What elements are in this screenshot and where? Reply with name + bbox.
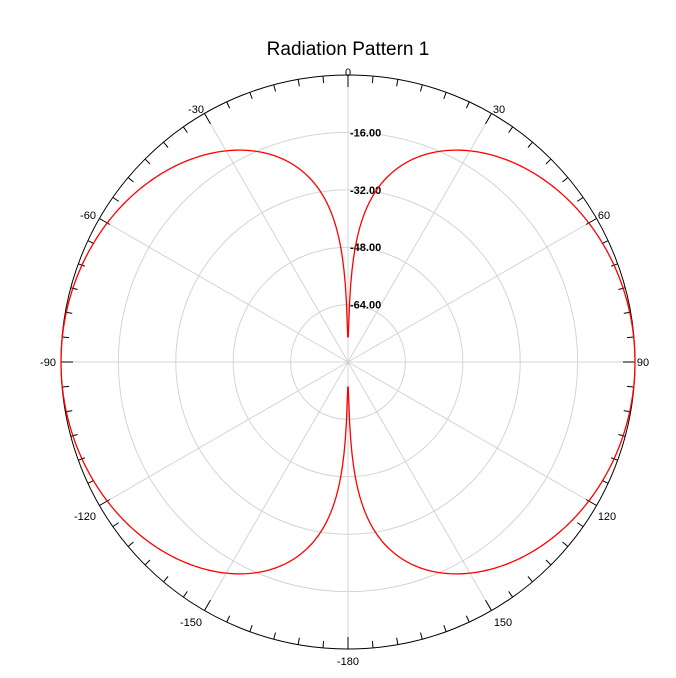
angle-label: -150 xyxy=(180,617,202,629)
tick-mark xyxy=(465,615,470,623)
tick-mark xyxy=(545,158,552,165)
tick-mark xyxy=(226,615,231,623)
tick-mark xyxy=(485,599,492,611)
tick-mark xyxy=(371,76,374,84)
tick-mark xyxy=(545,559,552,566)
tick-mark xyxy=(626,385,634,388)
angle-label: 0 xyxy=(345,67,351,79)
tick-mark xyxy=(249,92,253,100)
tick-mark xyxy=(70,287,78,291)
pattern-series xyxy=(60,149,636,575)
grid-spoke xyxy=(347,361,492,611)
angle-label: 60 xyxy=(598,210,610,222)
tick-mark xyxy=(163,576,169,583)
tick-mark xyxy=(485,113,492,125)
tick-mark xyxy=(322,640,325,648)
angle-label: -90 xyxy=(40,357,56,369)
angle-labels: 0 30 60 90 120 150 -180 -150 -120 -90 -60 -30 xyxy=(40,67,649,668)
tick-mark xyxy=(297,79,300,87)
tick-mark xyxy=(527,576,533,583)
tick-mark xyxy=(249,624,253,632)
tick-mark xyxy=(273,84,277,92)
tick-mark xyxy=(322,76,325,84)
tick-mark xyxy=(465,101,470,109)
ring-label: -16.00 xyxy=(350,127,381,139)
tick-mark xyxy=(182,591,188,598)
grid-spoke xyxy=(347,218,597,363)
tick-mark xyxy=(62,336,70,339)
tick-mark xyxy=(585,218,597,225)
tick-mark xyxy=(527,141,533,148)
tick-mark xyxy=(144,158,151,165)
grid-spoke xyxy=(204,113,349,363)
tick-mark xyxy=(419,632,423,640)
tick-mark xyxy=(585,499,597,506)
tick-mark xyxy=(618,287,626,291)
tick-mark xyxy=(508,591,514,598)
tick-mark xyxy=(443,624,447,632)
tick-mark xyxy=(204,113,211,125)
tick-mark xyxy=(182,126,188,133)
tick-mark xyxy=(273,632,277,640)
tick-mark xyxy=(62,385,70,388)
grid-spoke xyxy=(204,361,349,611)
tick-mark xyxy=(419,84,423,92)
tick-mark xyxy=(112,522,119,528)
ring-labels: -16.00-32.00-48.00-64.00 xyxy=(350,127,381,311)
angle-label: -120 xyxy=(74,511,96,523)
chart-title: Radiation Pattern 1 xyxy=(267,39,430,60)
tick-mark xyxy=(163,141,169,148)
grid-spoke xyxy=(99,218,349,363)
tick-mark xyxy=(297,637,300,645)
angle-label: -30 xyxy=(188,104,204,116)
tick-mark xyxy=(618,433,626,437)
tick-mark xyxy=(127,541,134,547)
grid-spoke xyxy=(99,361,349,506)
tick-mark xyxy=(99,218,111,225)
tick-mark xyxy=(577,196,584,202)
tick-mark xyxy=(144,559,151,566)
pattern-trace xyxy=(60,149,636,575)
tick-mark xyxy=(508,126,514,133)
tick-mark xyxy=(396,637,399,645)
ring-label: -64.00 xyxy=(350,300,381,312)
tick-mark xyxy=(371,640,374,648)
tick-mark xyxy=(443,92,447,100)
ring-label: -48.00 xyxy=(350,242,381,254)
tick-mark xyxy=(127,177,134,183)
tick-mark xyxy=(99,499,111,506)
angle-label: 150 xyxy=(494,617,512,629)
tick-mark xyxy=(70,433,78,437)
tick-mark xyxy=(577,522,584,528)
tick-mark xyxy=(562,541,569,547)
tick-mark xyxy=(112,196,119,202)
grid-spoke xyxy=(347,113,492,363)
tick-mark xyxy=(204,599,211,611)
tick-mark xyxy=(626,336,634,339)
tick-mark xyxy=(396,79,399,87)
grid-spoke xyxy=(347,361,597,506)
tick-mark xyxy=(562,177,569,183)
angle-label: -60 xyxy=(80,210,96,222)
angle-label: 120 xyxy=(598,511,616,523)
angle-label: -180 xyxy=(337,656,359,668)
angle-label: 90 xyxy=(637,357,649,369)
angle-label: 30 xyxy=(493,104,505,116)
tick-mark xyxy=(226,101,231,109)
